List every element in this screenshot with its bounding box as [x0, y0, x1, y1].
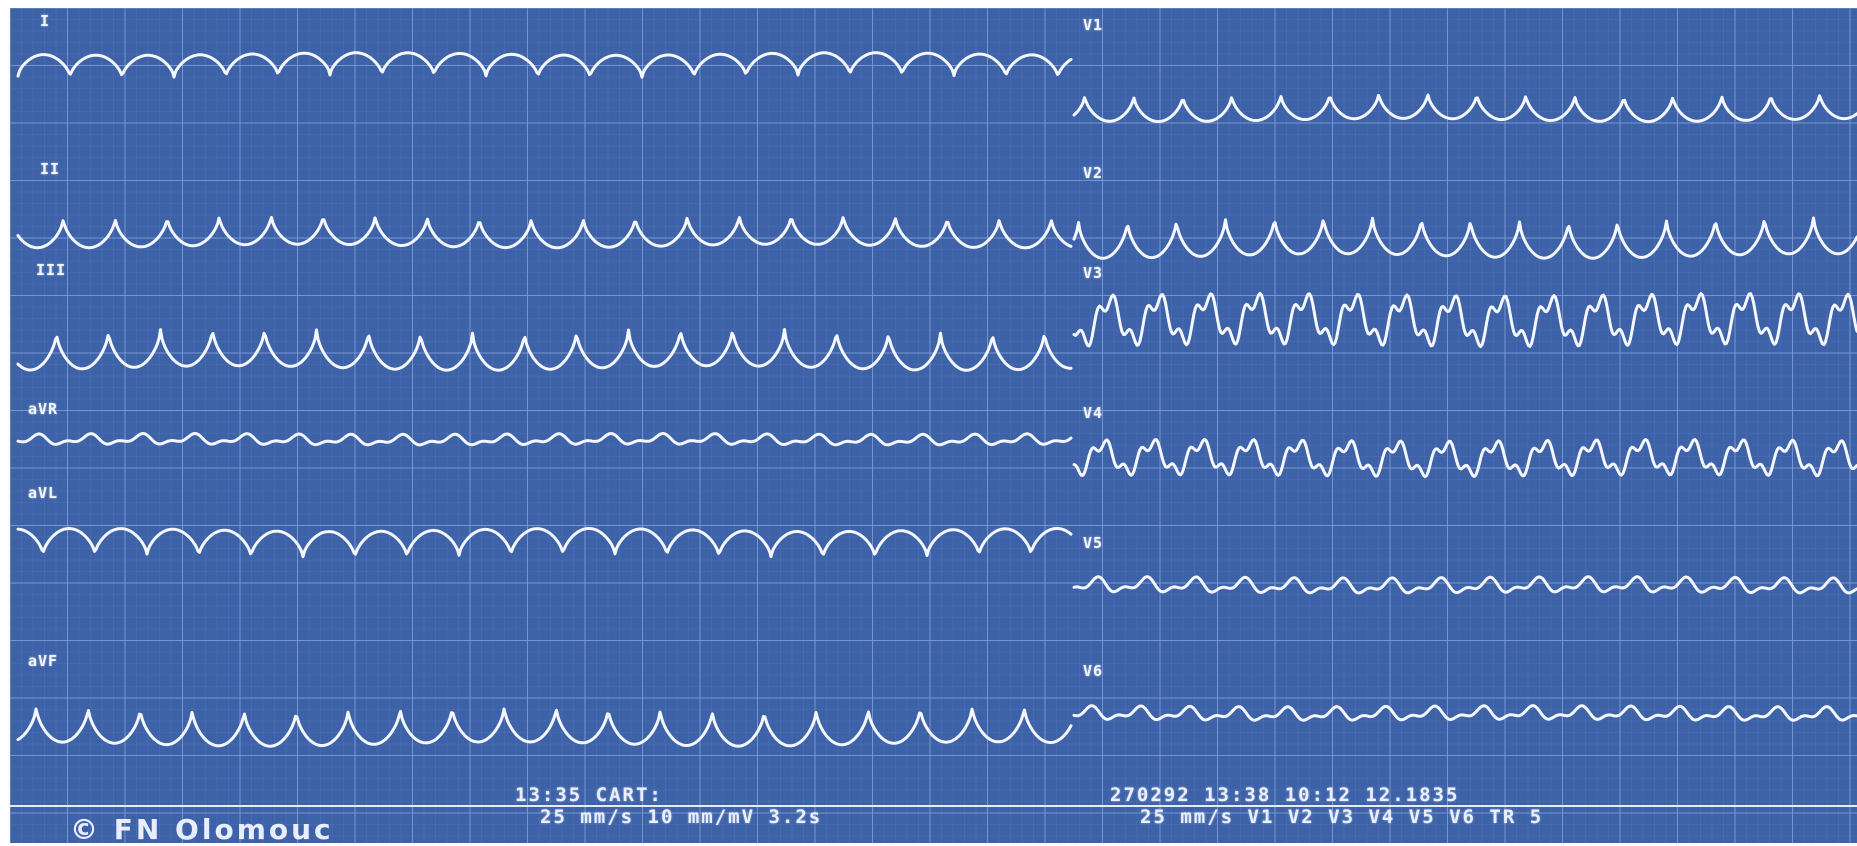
paper-background: [10, 8, 1857, 843]
lead-label-V5: V5: [1083, 534, 1104, 552]
lead-label-V4: V4: [1083, 404, 1104, 422]
lead-label-aVL: aVL: [28, 484, 59, 502]
footer-settings-left: 25 mm/s 10 mm/mV 3.2s: [540, 806, 823, 828]
lead-label-II: II: [40, 160, 61, 178]
trace-aVF: [16, 707, 1073, 748]
footer-rule: [10, 805, 1857, 807]
trace-V5: [1072, 575, 1857, 595]
lead-label-V6: V6: [1083, 662, 1104, 680]
trace-II: [16, 215, 1073, 250]
footer-timestamp-right: 270292 13:38 10:12 12.1835: [1110, 784, 1460, 806]
trace-I: [16, 51, 1073, 79]
lead-label-V1: V1: [1083, 16, 1104, 34]
trace-V6: [1072, 704, 1857, 722]
ecg-traces: [10, 8, 1857, 843]
trace-III: [16, 328, 1073, 372]
footer-time-left: 13:35 CART:: [515, 784, 663, 806]
lead-label-aVR: aVR: [28, 400, 59, 418]
trace-aVR: [16, 432, 1073, 447]
copyright-notice: © FN Olomouc: [70, 813, 334, 846]
lead-label-III: III: [36, 261, 67, 279]
footer-settings-right: 25 mm/s V1 V2 V3 V4 V5 V6 TR 5: [1140, 806, 1544, 828]
trace-V4: [1072, 437, 1857, 479]
trace-V1: [1072, 93, 1857, 124]
trace-aVL: [16, 526, 1073, 559]
lead-label-I: I: [40, 12, 51, 30]
lead-label-V2: V2: [1083, 164, 1104, 182]
ecg-grid: [10, 8, 1857, 843]
ecg-printout: I II III aVR aVL aVF V1 V2 V3 V4 V5 V6 1…: [10, 8, 1857, 843]
trace-V2: [1072, 216, 1857, 260]
lead-label-aVF: aVF: [28, 652, 59, 670]
lead-label-V3: V3: [1083, 264, 1104, 282]
trace-V3: [1072, 291, 1857, 348]
